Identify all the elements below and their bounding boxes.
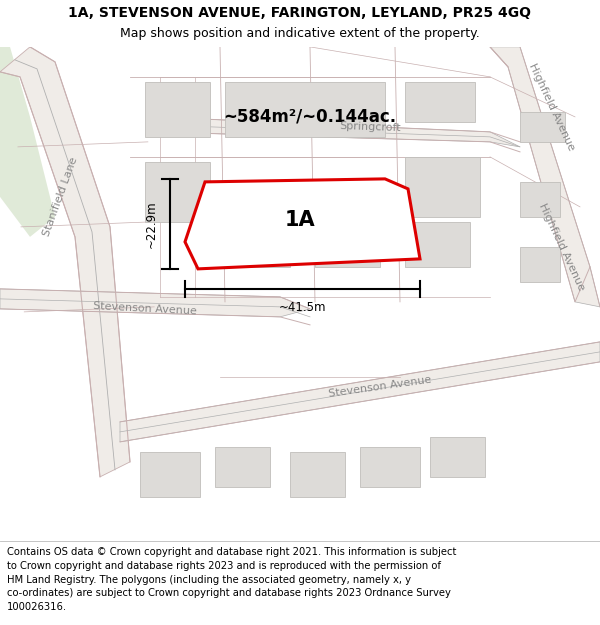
Bar [215, 447, 270, 487]
Polygon shape [0, 289, 310, 317]
Text: ~22.9m: ~22.9m [145, 200, 158, 248]
Bar [520, 182, 560, 217]
Polygon shape [155, 117, 520, 147]
Text: ~41.5m: ~41.5m [279, 301, 326, 314]
Polygon shape [0, 47, 130, 477]
Text: Map shows position and indicative extent of the property.: Map shows position and indicative extent… [120, 28, 480, 40]
Bar [520, 112, 565, 142]
Bar [145, 82, 210, 137]
Bar [290, 452, 345, 497]
Polygon shape [120, 342, 600, 442]
Text: 1A: 1A [285, 210, 316, 230]
Bar [140, 452, 200, 497]
Bar [405, 157, 480, 217]
Bar [405, 82, 475, 122]
Bar [520, 247, 560, 282]
Text: Highfield Avenue: Highfield Avenue [527, 62, 577, 152]
Bar [145, 162, 210, 222]
Bar [225, 82, 385, 137]
Bar [430, 437, 485, 477]
Polygon shape [185, 179, 420, 269]
Polygon shape [490, 47, 600, 307]
Text: ~584m²/~0.144ac.: ~584m²/~0.144ac. [223, 108, 397, 126]
Text: Stevenson Avenue: Stevenson Avenue [328, 375, 432, 399]
Text: Contains OS data © Crown copyright and database right 2021. This information is : Contains OS data © Crown copyright and d… [7, 548, 457, 612]
Bar [360, 447, 420, 487]
Bar [225, 212, 290, 267]
Bar [405, 222, 470, 267]
Text: Stevenson Avenue: Stevenson Avenue [93, 301, 197, 317]
Text: 1A, STEVENSON AVENUE, FARINGTON, LEYLAND, PR25 4GQ: 1A, STEVENSON AVENUE, FARINGTON, LEYLAND… [68, 6, 532, 19]
Text: Highfield Avenue: Highfield Avenue [538, 202, 587, 292]
Bar [315, 212, 380, 267]
Text: Stanifield Lane: Stanifield Lane [41, 156, 79, 238]
Polygon shape [0, 47, 55, 237]
Text: Springcroft: Springcroft [339, 121, 401, 133]
